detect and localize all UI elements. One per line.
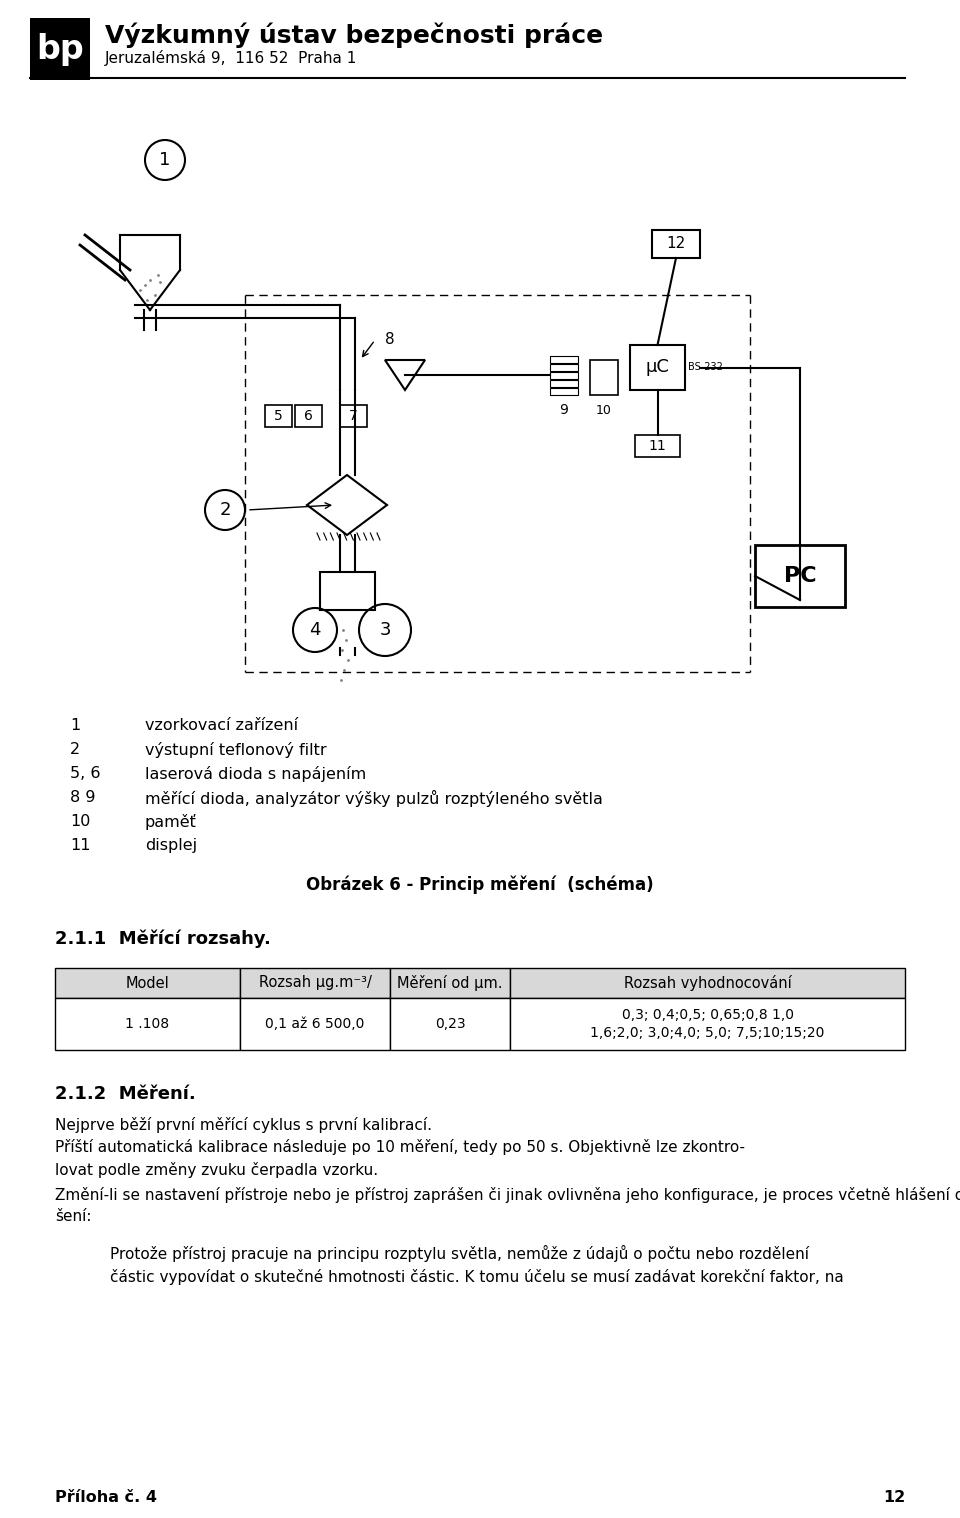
Bar	[295, 405, 322, 427]
Text: 2: 2	[70, 742, 80, 757]
Bar	[550, 372, 578, 380]
Text: 2: 2	[219, 501, 230, 519]
Text: vzorkovací zařízení: vzorkovací zařízení	[145, 718, 299, 733]
Text: Jeruzalémská 9,  116 52  Praha 1: Jeruzalémská 9, 116 52 Praha 1	[105, 50, 357, 65]
Text: laserová dioda s napájením: laserová dioda s napájením	[145, 767, 367, 782]
Text: 11: 11	[648, 439, 666, 452]
Text: Rozsah vyhodnocování: Rozsah vyhodnocování	[624, 975, 791, 991]
Text: Příloha č. 4: Příloha č. 4	[55, 1491, 157, 1504]
Text: Protože přístroj pracuje na principu rozptylu světla, nemůže z údajů o počtu neb: Protože přístroj pracuje na principu roz…	[110, 1245, 844, 1284]
Bar	[550, 380, 578, 387]
Bar	[240, 997, 390, 1050]
Text: 8: 8	[385, 332, 395, 348]
Text: μC: μC	[645, 358, 669, 376]
Text: Příští automatická kalibrace následuje po 10 měření, tedy po 50 s. Objektivně lz: Příští automatická kalibrace následuje p…	[55, 1138, 745, 1178]
Text: 1 .108: 1 .108	[126, 1017, 170, 1031]
Text: 12: 12	[883, 1491, 905, 1504]
Bar	[340, 405, 367, 427]
Text: Výzkumný ústav bezpečnosti práce: Výzkumný ústav bezpečnosti práce	[105, 21, 603, 47]
Bar	[55, 968, 240, 997]
Bar	[510, 997, 905, 1050]
Text: 4: 4	[309, 621, 321, 639]
Text: 0,3; 0,4;0,5; 0,65;0,8 1,0
1,6;2,0; 3,0;4,0; 5,0; 7,5;10;15;20: 0,3; 0,4;0,5; 0,65;0,8 1,0 1,6;2,0; 3,0;…	[590, 1008, 825, 1040]
Text: 12: 12	[666, 237, 685, 252]
Text: 9: 9	[560, 402, 568, 417]
Bar	[755, 545, 845, 607]
Bar	[390, 997, 510, 1050]
Text: 3: 3	[379, 621, 391, 639]
Text: Změní-li se nastavení přístroje nebo je přístroj zaprášen či jinak ovlivněna jeh: Změní-li se nastavení přístroje nebo je …	[55, 1187, 960, 1224]
Bar	[550, 357, 578, 363]
Text: 8 9: 8 9	[70, 789, 95, 805]
Bar	[635, 436, 680, 457]
Bar	[320, 572, 375, 610]
Text: 2.1.1  Měřící rozsahy.: 2.1.1 Měřící rozsahy.	[55, 931, 271, 949]
Bar	[590, 360, 618, 395]
Text: PC: PC	[783, 566, 816, 586]
Bar	[265, 405, 292, 427]
Bar	[390, 968, 510, 997]
Bar	[30, 18, 90, 80]
Text: 11: 11	[70, 838, 90, 853]
Text: BS-232: BS-232	[688, 363, 723, 372]
Text: displej: displej	[145, 838, 197, 853]
Text: 5, 6: 5, 6	[70, 767, 101, 780]
Text: 0,1 až 6 500,0: 0,1 až 6 500,0	[265, 1017, 365, 1031]
Text: 1: 1	[70, 718, 81, 733]
Text: bp: bp	[36, 32, 84, 65]
Text: Model: Model	[126, 976, 169, 991]
Text: 6: 6	[303, 408, 312, 424]
Text: 0,23: 0,23	[435, 1017, 466, 1031]
Text: Obrázek 6 - Princip měření  (schéma): Obrázek 6 - Princip měření (schéma)	[306, 874, 654, 894]
Bar	[55, 997, 240, 1050]
Bar	[240, 968, 390, 997]
Text: 7: 7	[348, 408, 357, 424]
Text: 2.1.2  Měření.: 2.1.2 Měření.	[55, 1085, 196, 1104]
Text: paměť: paměť	[145, 814, 197, 830]
Text: 10: 10	[70, 814, 90, 829]
Text: 5: 5	[274, 408, 282, 424]
Text: Měření od μm.: Měření od μm.	[397, 975, 503, 991]
Text: Nejprve běží první měřící cyklus s první kalibrací.: Nejprve běží první měřící cyklus s první…	[55, 1117, 432, 1132]
Text: výstupní teflonový filtr: výstupní teflonový filtr	[145, 742, 326, 757]
Bar	[630, 345, 685, 390]
Text: 1: 1	[159, 150, 171, 168]
Bar	[510, 968, 905, 997]
Text: 10: 10	[596, 404, 612, 416]
Text: měřící dioda, analyzátor výšky pulzů rozptýleného světla: měřící dioda, analyzátor výšky pulzů roz…	[145, 789, 603, 808]
Text: Rozsah μg.m⁻³/: Rozsah μg.m⁻³/	[258, 976, 372, 991]
Bar	[550, 389, 578, 395]
Bar	[550, 364, 578, 370]
Bar	[652, 231, 700, 258]
